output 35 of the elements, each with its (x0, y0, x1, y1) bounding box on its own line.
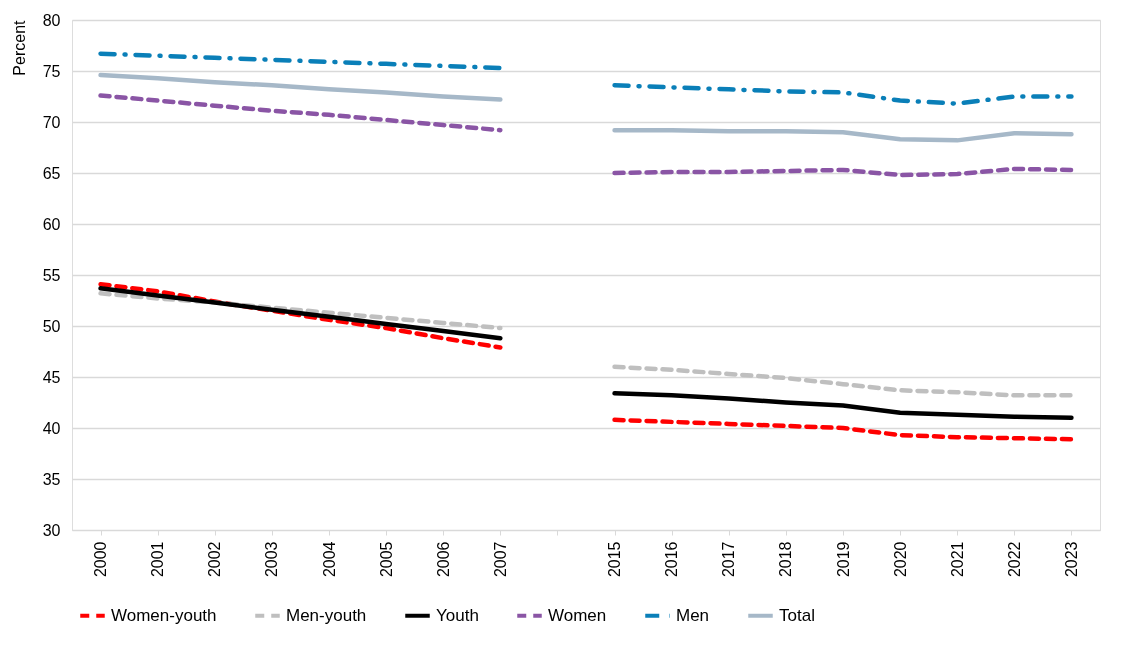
y-tick-label: 45 (42, 368, 61, 386)
y-tick-label: 40 (42, 419, 61, 437)
legend-label: Women-youth (111, 605, 217, 625)
x-tick-label: 2007 (491, 541, 509, 578)
legend-label: Women (548, 605, 607, 625)
x-tick-label: 2017 (720, 541, 738, 578)
x-tick-label: 2016 (663, 541, 681, 578)
x-tick-label: 2020 (891, 541, 909, 578)
x-tick-label: 2019 (834, 541, 852, 578)
x-tick-label: 2023 (1062, 541, 1080, 578)
y-tick-label: 65 (42, 164, 61, 182)
legend-label: Youth (436, 605, 479, 625)
x-tick-label: 2005 (377, 541, 395, 578)
y-tick-label: 70 (42, 113, 61, 131)
y-tick-label: 50 (42, 317, 61, 335)
y-axis-title: Percent (10, 19, 28, 76)
y-tick-label: 60 (42, 215, 61, 233)
y-tick-label: 75 (42, 62, 61, 80)
x-tick-label: 2022 (1005, 541, 1023, 578)
x-tick-label: 2001 (149, 541, 167, 578)
legend-label: Men-youth (286, 605, 367, 625)
x-tick-label: 2021 (948, 541, 966, 578)
x-tick-label: 2002 (206, 541, 224, 578)
x-tick-label: 2003 (263, 541, 281, 578)
x-tick-label: 2006 (434, 541, 452, 578)
y-tick-label: 80 (42, 11, 61, 29)
x-tick-label: 2000 (92, 541, 110, 578)
x-tick-label: 2018 (777, 541, 795, 578)
y-tick-label: 35 (42, 470, 61, 488)
y-tick-label: 30 (42, 521, 61, 539)
y-tick-label: 55 (42, 266, 61, 284)
x-tick-label: 2015 (606, 541, 624, 578)
legend-label: Men (676, 605, 710, 625)
legend-label: Total (779, 605, 815, 625)
x-tick-label: 2004 (320, 541, 338, 578)
